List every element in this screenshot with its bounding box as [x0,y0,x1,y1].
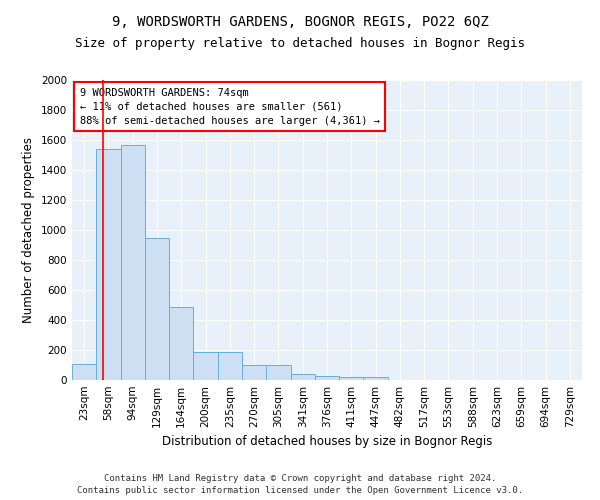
X-axis label: Distribution of detached houses by size in Bognor Regis: Distribution of detached houses by size … [162,436,492,448]
Text: Contains HM Land Registry data © Crown copyright and database right 2024.
Contai: Contains HM Land Registry data © Crown c… [77,474,523,495]
Bar [364,377,388,380]
Text: Size of property relative to detached houses in Bognor Regis: Size of property relative to detached ho… [75,38,525,51]
Bar [218,352,242,380]
Bar [266,365,290,380]
Text: 9, WORDSWORTH GARDENS, BOGNOR REGIS, PO22 6QZ: 9, WORDSWORTH GARDENS, BOGNOR REGIS, PO2… [112,15,488,29]
Bar [145,238,169,380]
Bar [169,306,193,380]
Text: 9 WORDSWORTH GARDENS: 74sqm
← 11% of detached houses are smaller (561)
88% of se: 9 WORDSWORTH GARDENS: 74sqm ← 11% of det… [80,88,380,126]
Bar [193,352,218,380]
Bar [242,365,266,380]
Bar [290,374,315,380]
Bar [121,144,145,380]
Bar [96,149,121,380]
Bar [339,377,364,380]
Bar [72,364,96,380]
Y-axis label: Number of detached properties: Number of detached properties [22,137,35,323]
Bar [315,376,339,380]
